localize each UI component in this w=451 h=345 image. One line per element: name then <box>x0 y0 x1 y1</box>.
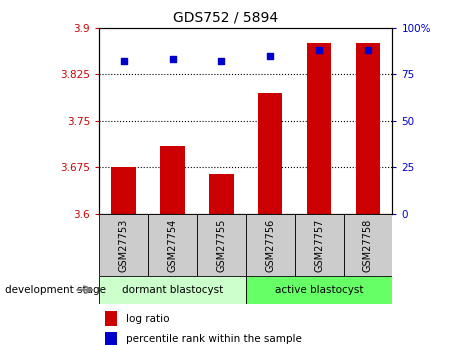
Bar <box>246 276 392 304</box>
Point <box>218 58 225 64</box>
Point <box>364 47 372 53</box>
Bar <box>160 146 185 214</box>
Bar <box>111 167 136 214</box>
Text: GDS752 / 5894: GDS752 / 5894 <box>173 10 278 24</box>
Bar <box>356 43 380 214</box>
Bar <box>246 214 295 276</box>
Point <box>315 47 322 53</box>
Bar <box>258 93 282 214</box>
Text: GSM27754: GSM27754 <box>167 218 178 272</box>
Bar <box>209 174 234 214</box>
Bar <box>197 214 246 276</box>
Text: GSM27757: GSM27757 <box>314 218 324 272</box>
Text: active blastocyst: active blastocyst <box>275 285 364 295</box>
Bar <box>148 214 197 276</box>
Point <box>169 57 176 62</box>
Bar <box>344 214 392 276</box>
Bar <box>295 214 344 276</box>
Text: log ratio: log ratio <box>126 314 170 324</box>
Bar <box>99 276 246 304</box>
Bar <box>307 43 331 214</box>
Text: GSM27758: GSM27758 <box>363 218 373 272</box>
Point <box>120 58 127 64</box>
Text: GSM27755: GSM27755 <box>216 218 226 272</box>
Text: GSM27756: GSM27756 <box>265 218 275 272</box>
Point <box>267 53 274 58</box>
Bar <box>105 332 117 345</box>
Bar <box>105 311 117 326</box>
Text: dormant blastocyst: dormant blastocyst <box>122 285 223 295</box>
Text: development stage: development stage <box>5 285 106 295</box>
Text: GSM27753: GSM27753 <box>119 218 129 272</box>
Bar <box>99 214 148 276</box>
Text: percentile rank within the sample: percentile rank within the sample <box>126 334 302 344</box>
